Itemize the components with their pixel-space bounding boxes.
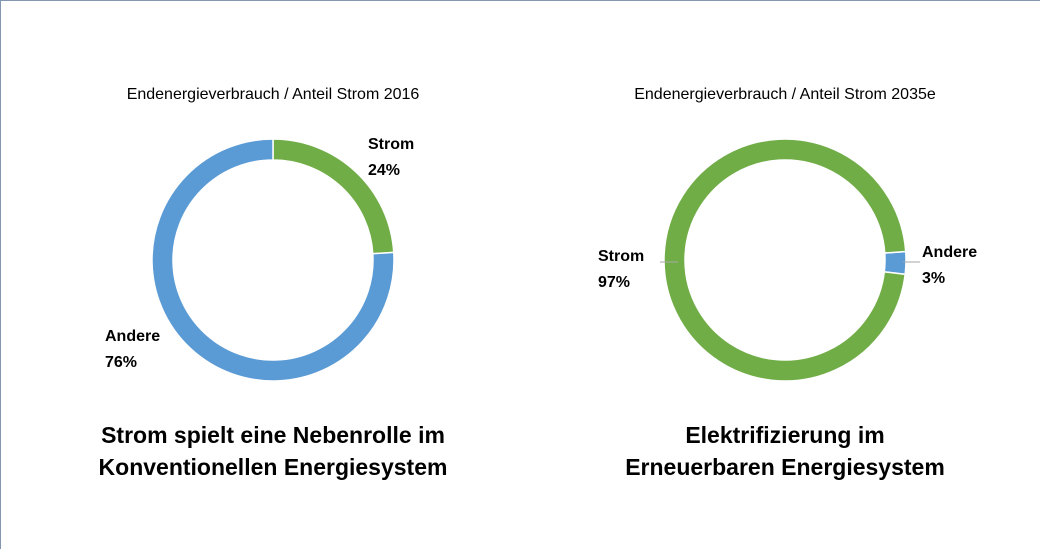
slice-label: Strom xyxy=(368,136,414,153)
slice-label: Strom xyxy=(598,248,644,265)
chart-title: Endenergieverbrauch / Anteil Strom 2035e xyxy=(634,86,936,103)
caption: Konventionellen Energiesystem xyxy=(99,454,448,480)
caption: Erneuerbaren Energiesystem xyxy=(625,454,945,480)
caption: Strom spielt eine Nebenrolle im xyxy=(101,422,445,448)
donut-slice xyxy=(272,138,395,255)
slice-value-label: 24% xyxy=(368,162,400,179)
donut-slice xyxy=(883,250,907,276)
slice-value-label: 97% xyxy=(598,274,630,291)
caption: Elektrifizierung im xyxy=(685,422,884,448)
slice-value-label: 76% xyxy=(105,354,137,371)
slice-label: Andere xyxy=(922,244,977,261)
donut-slice xyxy=(151,138,395,382)
chart-title: Endenergieverbrauch / Anteil Strom 2016 xyxy=(127,86,420,103)
donut-slice xyxy=(663,138,907,382)
slice-value-label: 3% xyxy=(922,270,945,287)
slice-label: Andere xyxy=(105,328,160,345)
